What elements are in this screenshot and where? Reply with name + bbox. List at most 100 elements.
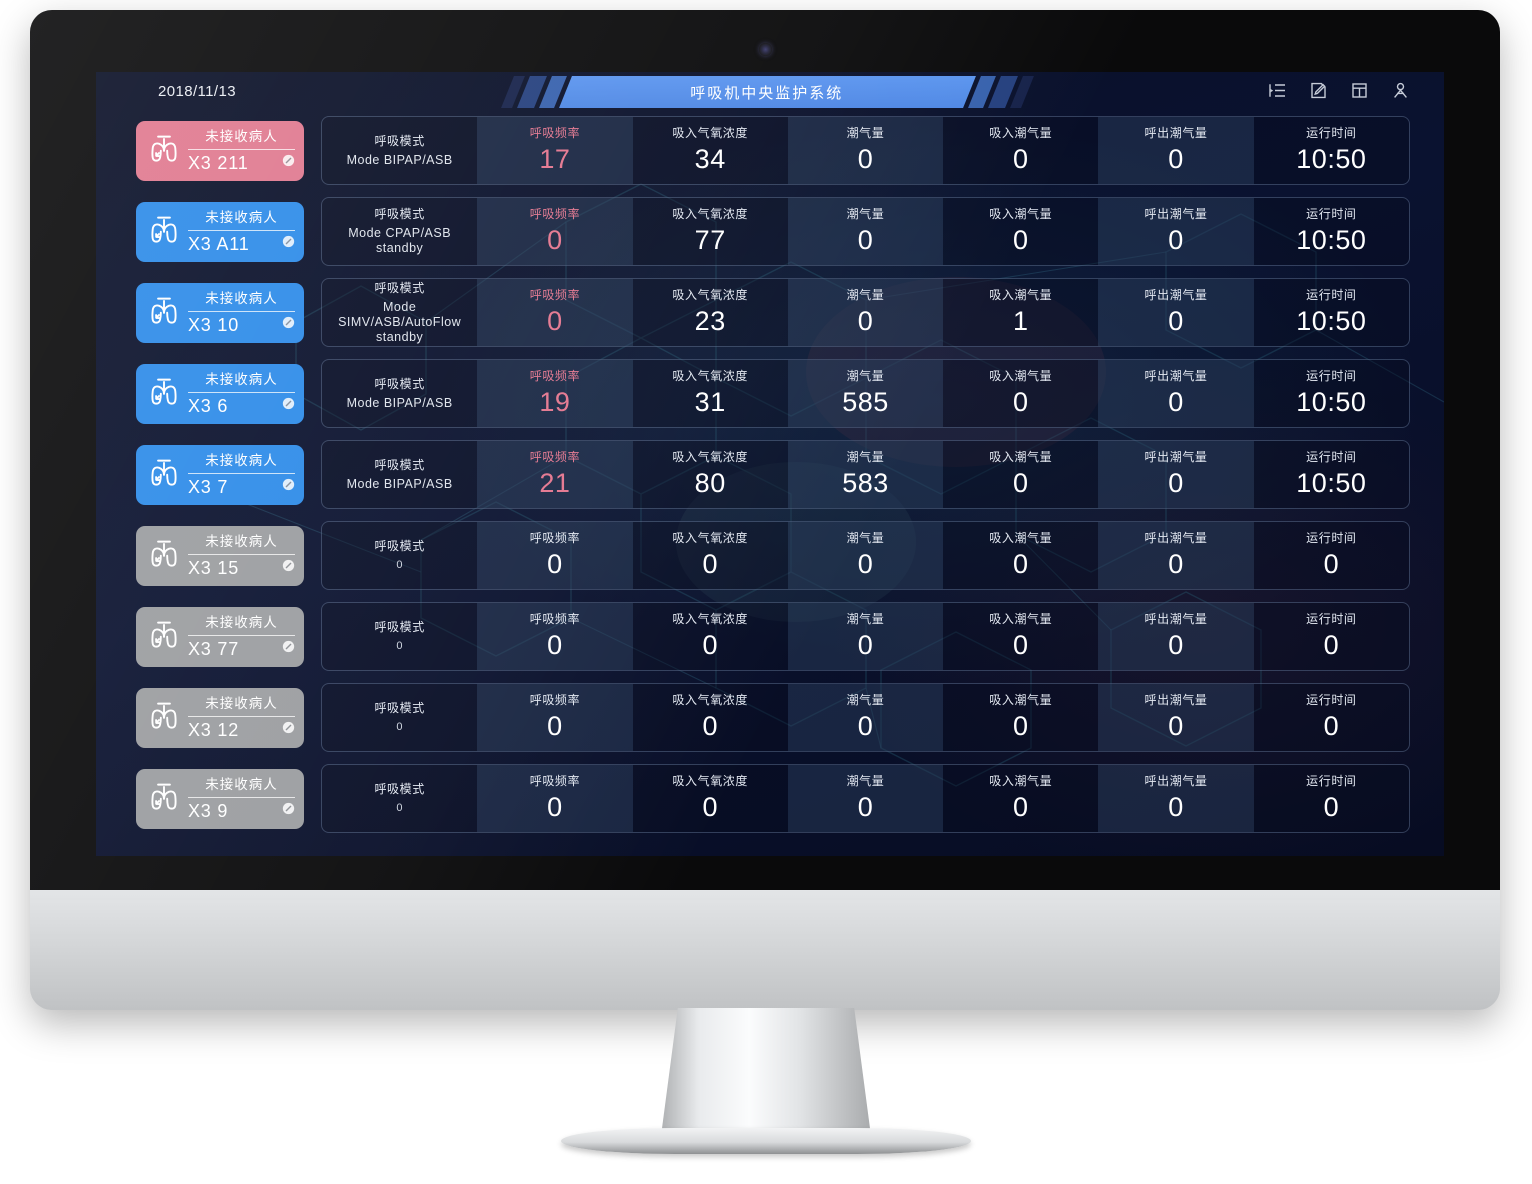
metric-strip: 呼吸模式 0 呼吸频率 0 吸入气氧浓度 0 潮气量 0 吸入潮气量 0 呼出潮气量 0 运行时间 0	[321, 602, 1410, 671]
metric-label-tidal: 潮气量	[846, 207, 885, 221]
metric-cell-fio2: 吸入气氧浓度 77	[633, 198, 788, 265]
device-id-row: X3 15	[188, 555, 295, 579]
metric-label-tidal_out: 呼出潮气量	[1144, 693, 1208, 707]
metric-cell-rate: 呼吸频率 17	[477, 117, 633, 184]
no-patient-badge-icon	[282, 559, 295, 577]
metric-cell-tidal_out: 呼出潮气量 0	[1098, 522, 1254, 589]
metric-value-runtime: 0	[1323, 711, 1340, 741]
metric-cell-tidal: 潮气量 0	[787, 279, 944, 346]
metric-label-mode: 呼吸模式	[374, 133, 425, 148]
metric-strip: 呼吸模式 Mode BIPAP/ASB 呼吸频率 19 吸入气氧浓度 31 潮气量 585 吸入…	[321, 359, 1410, 428]
list-view-icon[interactable]	[1268, 81, 1287, 100]
metric-label-mode: 呼吸模式	[374, 619, 425, 634]
metric-strip: 呼吸模式 0 呼吸频率 0 吸入气氧浓度 0 潮气量 0 吸入潮气量 0 呼出潮气量 0 运行时间 0	[321, 521, 1410, 590]
metric-value-tidal_in: 0	[1013, 387, 1029, 417]
metric-label-tidal: 潮气量	[846, 612, 885, 626]
app-title-banner: 呼吸机中央监护系统	[501, 76, 1034, 108]
metric-label-runtime: 运行时间	[1306, 288, 1357, 302]
metric-cell-mode: 呼吸模式 0	[322, 603, 477, 670]
metric-label-tidal_out: 呼出潮气量	[1144, 450, 1208, 464]
metric-label-tidal_in: 吸入潮气量	[989, 126, 1053, 140]
metric-value-tidal: 585	[842, 387, 889, 417]
metric-cell-tidal_in: 吸入潮气量 0	[943, 684, 1098, 751]
metric-value-tidal_out: 0	[1168, 306, 1184, 336]
metric-cell-fio2: 吸入气氧浓度 31	[633, 360, 788, 427]
no-patient-badge-icon	[282, 316, 295, 334]
metric-value-rate: 0	[547, 630, 563, 660]
metric-value-rate: 19	[539, 387, 571, 417]
metric-label-rate: 呼吸频率	[529, 369, 581, 383]
metric-label-tidal_out: 呼出潮气量	[1144, 612, 1208, 626]
metric-value-tidal_out: 0	[1168, 468, 1184, 498]
device-card[interactable]: 未接收病人 X3 10	[136, 282, 304, 343]
user-account-icon[interactable]	[1391, 81, 1410, 100]
metric-cell-rate: 呼吸频率 19	[477, 360, 633, 427]
metric-value-tidal_in: 0	[1013, 144, 1029, 174]
imac-chin	[30, 890, 1500, 1010]
metric-label-fio2: 吸入气氧浓度	[672, 207, 748, 221]
metric-label-fio2: 吸入气氧浓度	[672, 450, 748, 464]
device-card[interactable]: 未接收病人 X3 211	[136, 120, 304, 181]
metric-label-rate: 呼吸频率	[529, 612, 581, 626]
no-patient-badge-icon	[282, 478, 295, 496]
metric-cell-mode: 呼吸模式 Mode BIPAP/ASB	[322, 117, 477, 184]
metric-cell-runtime: 运行时间 10:50	[1254, 198, 1409, 265]
metric-label-tidal: 潮气量	[846, 369, 885, 383]
metric-label-runtime: 运行时间	[1306, 612, 1357, 626]
metric-label-mode: 呼吸模式	[374, 457, 425, 472]
metric-cell-tidal: 潮气量 583	[787, 441, 944, 508]
metric-value-tidal_out: 0	[1168, 630, 1184, 660]
monitor-row: 未接收病人 X3 12 呼吸模式 0 呼吸频率 0 吸入气氧浓度 0 潮气量 0 吸入潮气量 0 呼出潮…	[136, 683, 1410, 752]
device-card[interactable]: 未接收病人 X3 12	[136, 687, 304, 748]
metric-value-rate: 0	[547, 792, 563, 822]
metric-cell-rate: 呼吸频率 0	[477, 198, 633, 265]
metric-cell-mode: 呼吸模式 Mode CPAP/ASB standby	[322, 198, 477, 265]
metric-value-tidal_in: 0	[1013, 711, 1029, 741]
lungs-icon	[144, 614, 184, 659]
lungs-icon	[144, 128, 184, 173]
device-card[interactable]: 未接收病人 X3 7	[136, 444, 304, 505]
metric-cell-tidal: 潮气量 0	[787, 198, 944, 265]
metric-cell-fio2: 吸入气氧浓度 0	[633, 765, 788, 832]
app-header: 2018/11/13 呼吸机中央监护系统	[96, 72, 1444, 114]
lungs-icon	[144, 452, 184, 497]
metric-label-tidal_out: 呼出潮气量	[1144, 126, 1208, 140]
metric-value-tidal: 0	[857, 306, 874, 336]
device-card[interactable]: 未接收病人 X3 15	[136, 525, 304, 586]
device-id-row: X3 10	[188, 312, 295, 336]
device-card[interactable]: 未接收病人 X3 9	[136, 768, 304, 829]
edit-note-icon[interactable]	[1309, 81, 1328, 100]
layout-grid-icon[interactable]	[1350, 81, 1369, 100]
device-card[interactable]: 未接收病人 X3 77	[136, 606, 304, 667]
metric-label-rate: 呼吸频率	[529, 531, 581, 545]
device-card-text: 未接收病人 X3 15	[184, 533, 295, 579]
metric-label-fio2: 吸入气氧浓度	[672, 369, 748, 383]
metric-cell-tidal: 潮气量 0	[787, 684, 944, 751]
monitor-row: 未接收病人 X3 6 呼吸模式 Mode BIPAP/ASB 呼吸频率 19 吸入气氧浓度 3…	[136, 359, 1410, 428]
metric-value-tidal_out: 0	[1168, 144, 1184, 174]
metric-label-fio2: 吸入气氧浓度	[672, 693, 748, 707]
metric-value-fio2: 0	[702, 792, 718, 822]
metric-cell-runtime: 运行时间 0	[1254, 603, 1409, 670]
device-status-label: 未接收病人	[188, 533, 295, 555]
device-status-label: 未接收病人	[188, 371, 295, 393]
device-card[interactable]: 未接收病人 X3 A11	[136, 201, 304, 262]
metric-value-tidal_in: 1	[1013, 306, 1029, 336]
device-id-label: X3 7	[188, 476, 229, 497]
device-status-label: 未接收病人	[188, 614, 295, 636]
metric-cell-tidal_out: 呼出潮气量 0	[1098, 765, 1254, 832]
device-id-row: X3 12	[188, 717, 295, 741]
metric-label-fio2: 吸入气氧浓度	[672, 288, 748, 302]
metric-label-tidal_out: 呼出潮气量	[1144, 207, 1208, 221]
metric-cell-tidal_out: 呼出潮气量 0	[1098, 603, 1254, 670]
metric-cell-rate: 呼吸频率 0	[477, 522, 633, 589]
device-id-label: X3 12	[188, 719, 240, 740]
lungs-icon	[144, 290, 184, 335]
device-card[interactable]: 未接收病人 X3 6	[136, 363, 304, 424]
metric-value-runtime: 0	[1323, 792, 1340, 822]
metric-cell-rate: 呼吸频率 21	[477, 441, 633, 508]
metric-label-mode: 呼吸模式	[374, 280, 425, 295]
no-patient-badge-icon	[282, 397, 295, 415]
metric-cell-tidal_out: 呼出潮气量 0	[1098, 117, 1254, 184]
metric-cell-runtime: 运行时间 10:50	[1254, 279, 1409, 346]
